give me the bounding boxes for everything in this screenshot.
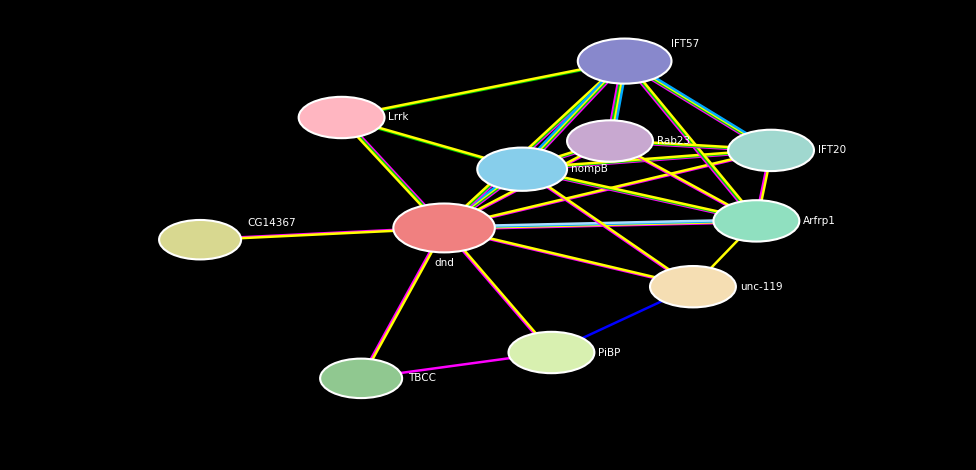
Text: unc-119: unc-119 (740, 282, 783, 292)
Circle shape (650, 266, 736, 307)
Circle shape (159, 220, 241, 259)
Circle shape (299, 97, 385, 138)
Text: dnd: dnd (434, 258, 454, 268)
Circle shape (393, 204, 495, 252)
Text: IFT20: IFT20 (818, 145, 846, 156)
Text: Rab23: Rab23 (657, 136, 690, 146)
Text: nompB: nompB (571, 164, 608, 174)
Circle shape (713, 200, 799, 242)
Circle shape (508, 332, 594, 373)
Circle shape (320, 359, 402, 398)
Text: CG14367: CG14367 (247, 218, 296, 228)
Circle shape (578, 39, 671, 84)
Text: Lrrk: Lrrk (388, 112, 409, 123)
Text: PiBP: PiBP (598, 347, 621, 358)
Text: TBCC: TBCC (408, 373, 436, 384)
Circle shape (728, 130, 814, 171)
Circle shape (567, 120, 653, 162)
Circle shape (477, 148, 567, 191)
Text: Arfrp1: Arfrp1 (803, 216, 836, 226)
Text: IFT57: IFT57 (671, 39, 700, 49)
